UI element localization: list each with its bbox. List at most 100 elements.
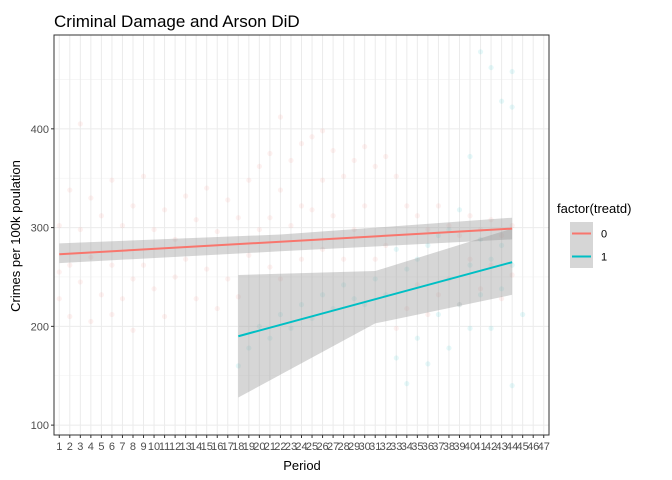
- data-point: [151, 286, 157, 292]
- data-point: [98, 213, 104, 219]
- data-point: [256, 163, 262, 169]
- data-point: [404, 266, 410, 272]
- data-point: [456, 207, 463, 213]
- data-point: [488, 325, 494, 331]
- x-tick-label: 39: [453, 441, 465, 453]
- fit-line: [238, 261, 513, 338]
- data-point: [509, 262, 515, 268]
- data-point: [414, 282, 420, 288]
- data-point: [298, 141, 305, 147]
- data-point: [88, 195, 94, 201]
- x-tick-label: 38: [443, 441, 455, 453]
- x-tick-label: 43: [495, 441, 507, 453]
- data-point: [509, 223, 515, 229]
- data-point: [225, 276, 231, 282]
- x-tick-label: 46: [527, 441, 539, 453]
- data-point: [193, 296, 199, 302]
- data-point: [446, 223, 452, 229]
- x-tick-label: 45: [517, 441, 529, 453]
- data-point: [140, 262, 147, 268]
- data-point: [319, 292, 326, 298]
- x-tick-label: 1: [56, 441, 62, 453]
- x-tick-label: 24: [295, 441, 307, 453]
- data-point: [267, 215, 273, 221]
- data-point: [161, 313, 168, 320]
- data-point: [341, 282, 347, 288]
- data-point: [456, 302, 463, 308]
- data-point: [256, 323, 262, 329]
- data-point: [298, 256, 305, 262]
- data-point: [435, 311, 442, 318]
- data-point: [119, 223, 126, 229]
- data-point: [499, 232, 505, 239]
- data-point: [509, 104, 515, 110]
- x-tick-label: 16: [211, 441, 223, 453]
- data-point: [393, 246, 399, 252]
- data-point: [446, 345, 452, 351]
- x-tick-label: 29: [348, 441, 360, 453]
- data-point: [288, 157, 294, 164]
- data-point: [425, 311, 431, 318]
- data-point: [172, 236, 178, 243]
- data-point: [488, 64, 494, 71]
- data-point: [372, 256, 378, 262]
- x-tick-label: 20: [253, 441, 265, 453]
- data-point: [277, 187, 284, 193]
- x-tick-label: 17: [222, 441, 234, 453]
- data-point: [404, 203, 410, 209]
- data-point: [393, 325, 399, 331]
- data-point: [488, 217, 494, 223]
- data-point: [477, 236, 484, 243]
- data-point: [330, 213, 336, 219]
- x-tick-label: 6: [109, 441, 115, 453]
- data-point: [246, 177, 252, 183]
- x-tick-label: 33: [390, 441, 402, 453]
- data-point: [383, 153, 389, 160]
- data-point: [77, 121, 83, 127]
- x-tick-label: 34: [401, 441, 413, 453]
- data-point: [341, 173, 347, 179]
- x-tick-label: 10: [148, 441, 160, 453]
- confidence-band: [59, 217, 513, 264]
- y-tick-label: 400: [31, 124, 49, 136]
- data-point: [509, 68, 515, 75]
- data-point: [509, 272, 515, 278]
- data-point: [499, 98, 505, 104]
- data-point: [362, 203, 368, 209]
- data-point: [425, 242, 431, 248]
- data-point: [204, 185, 210, 191]
- legend-label: 0: [601, 229, 607, 241]
- data-point: [183, 256, 189, 262]
- x-tick-label: 36: [422, 441, 434, 453]
- x-tick-label: 7: [119, 441, 125, 453]
- x-tick-label: 21: [264, 441, 276, 453]
- x-tick-label: 47: [538, 441, 550, 453]
- x-tick-label: 14: [190, 441, 202, 453]
- x-tick-label: 35: [411, 441, 423, 453]
- data-point: [88, 254, 94, 260]
- x-tick-label: 37: [432, 441, 444, 453]
- x-tick-label: 4: [88, 441, 94, 453]
- y-tick-label: 100: [31, 420, 49, 432]
- data-point: [235, 363, 241, 369]
- data-point: [130, 327, 136, 333]
- data-point: [204, 266, 210, 272]
- x-tick-label: 2: [67, 441, 73, 453]
- data-point: [404, 305, 410, 312]
- x-tick-label: 9: [140, 441, 146, 453]
- fit-line: [59, 227, 513, 256]
- data-point: [267, 150, 273, 157]
- x-tick-label: 5: [98, 441, 104, 453]
- legend: factor(treatd) 0 1: [557, 201, 631, 268]
- data-point: [246, 345, 252, 351]
- data-point: [277, 114, 284, 120]
- legend-label: 1: [601, 252, 607, 264]
- data-point: [446, 226, 452, 233]
- x-tick-label: 12: [169, 441, 181, 453]
- data-point: [98, 292, 104, 298]
- data-point: [193, 217, 199, 223]
- data-point: [67, 313, 73, 320]
- data-point: [77, 279, 83, 285]
